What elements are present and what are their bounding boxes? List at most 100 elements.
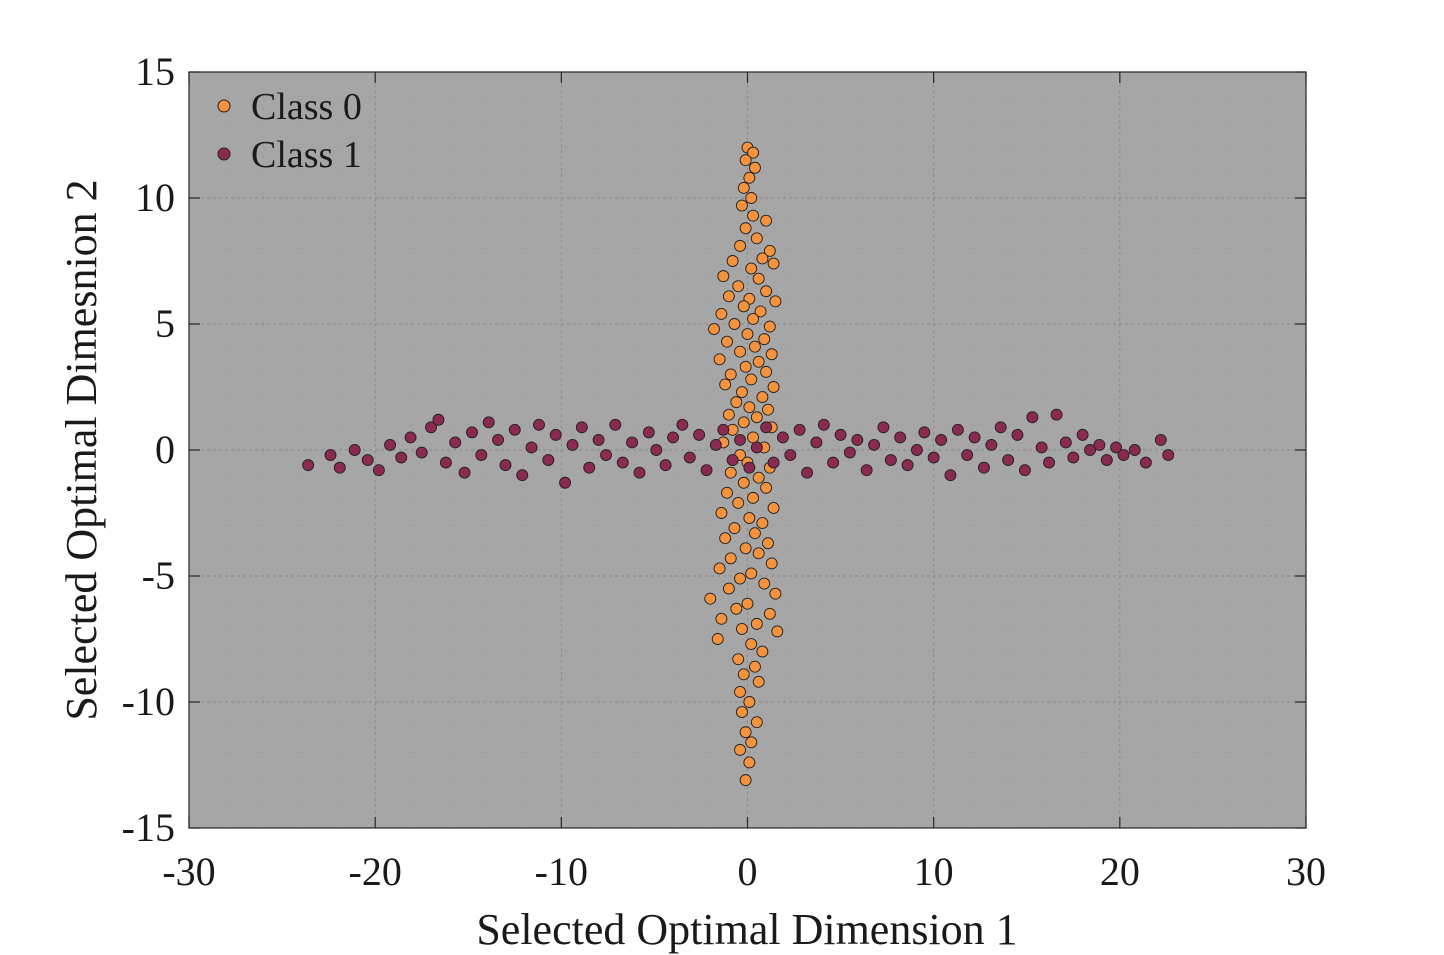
- tick-labels: -30 -20 -10 0 10 20 30 -15 -10 -5 0 5 10 15: [122, 49, 1326, 894]
- point-class-1: [683, 451, 696, 464]
- x-axis-label: Selected Optimal Dimension 1: [476, 905, 1017, 954]
- point-class-0: [724, 466, 737, 479]
- point-class-0: [734, 743, 747, 756]
- point-class-0: [767, 257, 780, 270]
- point-class-1: [810, 436, 823, 449]
- point-class-1: [1035, 441, 1048, 454]
- y-tick-label: -10: [122, 679, 175, 724]
- point-class-0: [717, 270, 730, 283]
- axis-ticks: [188, 71, 1307, 829]
- point-class-0: [739, 360, 752, 373]
- point-class-0: [734, 572, 747, 585]
- x-tick-label: 20: [1100, 849, 1140, 894]
- point-class-0: [715, 307, 728, 320]
- point-class-1: [609, 418, 622, 431]
- point-class-0: [752, 355, 765, 368]
- point-class-0: [715, 507, 728, 519]
- point-class-1: [525, 441, 538, 454]
- point-class-1: [1162, 449, 1175, 461]
- point-class-1: [384, 439, 397, 451]
- point-class-0: [750, 617, 763, 630]
- point-class-1: [700, 464, 713, 477]
- point-class-1: [516, 469, 529, 482]
- point-class-1: [492, 433, 504, 446]
- point-class-1: [951, 423, 964, 436]
- point-class-1: [439, 456, 452, 469]
- point-class-0: [747, 491, 760, 504]
- point-class-0: [745, 262, 758, 275]
- point-class-1: [650, 444, 663, 456]
- point-class-0: [743, 512, 756, 524]
- point-class-0: [743, 756, 756, 769]
- point-class-1: [927, 451, 940, 464]
- point-class-1: [1100, 454, 1113, 467]
- point-class-0: [715, 612, 728, 625]
- point-class-0: [767, 502, 780, 514]
- point-class-0: [721, 335, 733, 348]
- point-class-1: [633, 466, 646, 479]
- point-class-0: [732, 280, 745, 293]
- x-tick-label: 0: [738, 849, 758, 894]
- y-axis-label: Selected Optimal Dimesnion 2: [57, 179, 106, 720]
- legend-marker-class-0: [217, 99, 231, 113]
- point-class-0: [735, 386, 748, 398]
- point-class-0: [762, 537, 774, 550]
- point-class-0: [745, 638, 758, 650]
- point-class-0: [745, 567, 758, 580]
- point-class-0: [734, 239, 747, 252]
- x-tick-label: -20: [349, 849, 402, 894]
- point-class-1: [918, 426, 931, 439]
- point-class-0: [756, 391, 769, 404]
- point-class-0: [713, 353, 726, 366]
- x-tick-label: 30: [1286, 849, 1326, 894]
- point-class-1: [834, 428, 847, 441]
- point-class-1: [592, 433, 605, 446]
- point-class-0: [728, 522, 741, 535]
- point-class-1: [793, 423, 806, 436]
- point-class-1: [884, 454, 897, 467]
- point-class-1: [894, 431, 907, 444]
- point-class-1: [1050, 408, 1063, 421]
- point-class-1: [877, 421, 890, 434]
- point-class-1: [333, 461, 346, 474]
- point-class-1: [726, 454, 739, 467]
- point-class-1: [458, 466, 471, 479]
- point-class-1: [1018, 464, 1031, 477]
- point-class-0: [769, 295, 782, 308]
- point-class-1: [600, 449, 612, 461]
- point-class-0: [741, 597, 754, 610]
- point-class-1: [1128, 444, 1141, 456]
- point-class-0: [735, 706, 748, 719]
- point-class-0: [750, 716, 763, 729]
- point-class-1: [1059, 436, 1072, 449]
- point-class-0: [730, 602, 743, 615]
- point-class-1: [466, 426, 478, 439]
- x-tick-label: 10: [914, 849, 954, 894]
- point-class-0: [737, 416, 750, 429]
- point-class-0: [737, 300, 750, 313]
- point-class-1: [1011, 428, 1024, 441]
- point-class-0: [756, 645, 769, 658]
- point-class-0: [713, 562, 726, 575]
- point-class-1: [475, 449, 488, 461]
- point-class-0: [760, 285, 773, 298]
- point-class-0: [735, 622, 748, 635]
- point-class-1: [1076, 428, 1089, 441]
- x-tick-label: -30: [162, 849, 215, 894]
- point-class-1: [499, 459, 512, 472]
- point-class-0: [724, 552, 737, 565]
- point-class-1: [1110, 441, 1123, 454]
- x-tick-label: -10: [535, 849, 588, 894]
- point-class-0: [732, 653, 745, 666]
- point-class-0: [730, 396, 743, 409]
- point-class-1: [1117, 449, 1130, 461]
- data-points: [302, 141, 1175, 787]
- point-class-0: [765, 348, 778, 361]
- point-class-1: [717, 423, 730, 436]
- point-class-0: [760, 214, 773, 227]
- point-class-1: [542, 454, 555, 467]
- point-class-1: [626, 436, 639, 449]
- point-class-1: [994, 421, 1007, 434]
- point-class-0: [762, 403, 774, 416]
- point-class-1: [659, 459, 672, 472]
